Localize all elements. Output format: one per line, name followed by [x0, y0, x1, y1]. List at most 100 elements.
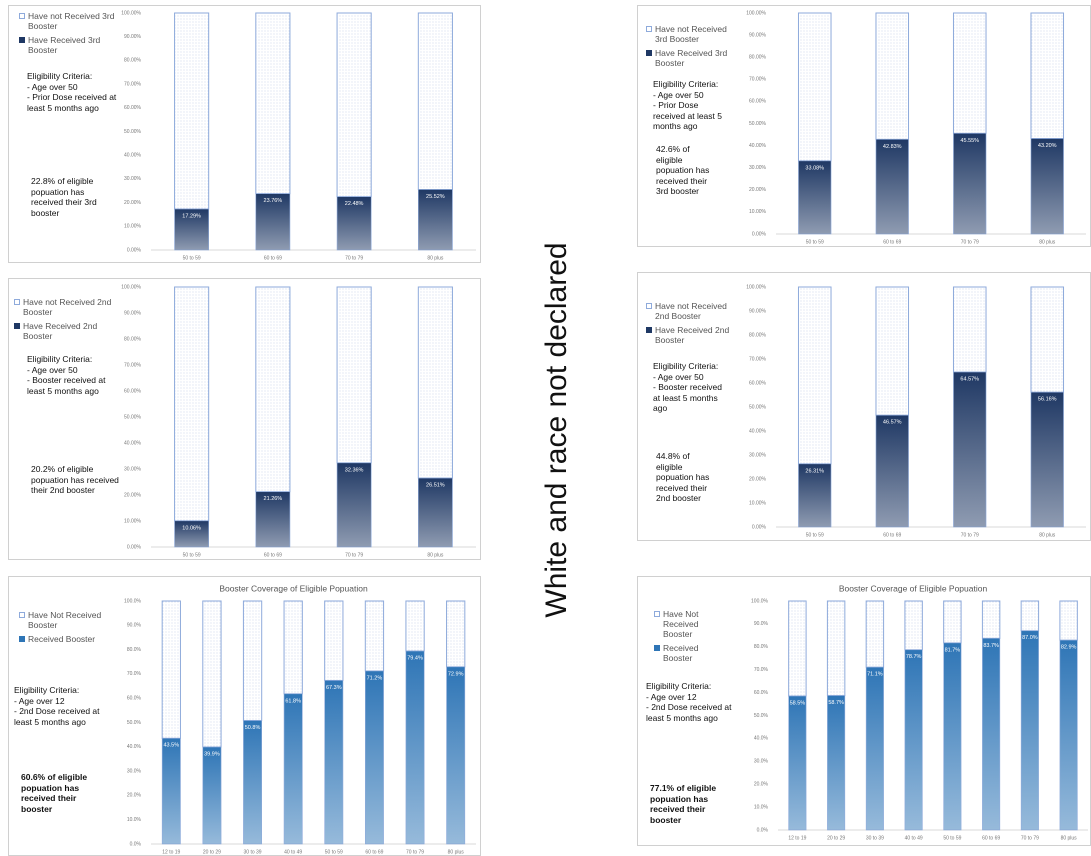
value-label: 67.3%	[326, 685, 342, 691]
y-tick-label: 40.00%	[749, 143, 767, 149]
summary-note: 60.6% of eligible popuation has received…	[21, 772, 88, 814]
x-tick-label: 12 to 19	[788, 835, 806, 841]
y-tick-label: 90.00%	[749, 32, 767, 38]
remainder-bar	[255, 286, 291, 493]
y-tick-label: 60.00%	[124, 105, 142, 111]
criteria-note: Eligibility Criteria: - Age over 50 - Pr…	[653, 79, 722, 131]
value-label: 71.2%	[367, 675, 383, 681]
y-tick-label: 30.0%	[127, 768, 142, 774]
legend: Have not Received 2nd Booster Have Receiv…	[14, 297, 124, 345]
chart: Booster Coverage of Eligible Popuation 0.…	[751, 583, 1088, 841]
remainder-bar	[446, 600, 466, 668]
value-label: 81.7%	[945, 647, 961, 653]
x-tick-label: 80 plus	[1039, 239, 1056, 245]
bar	[418, 477, 453, 548]
value-label: 61.8%	[285, 698, 301, 704]
x-tick-label: 50 to 59	[806, 532, 824, 538]
x-tick-label: 80 plus	[448, 849, 465, 855]
x-tick-label: 20 to 29	[827, 835, 845, 841]
y-tick-label: 50.00%	[124, 414, 142, 420]
y-tick-label: 0.00%	[127, 247, 142, 253]
chart: 0.00% 10.00% 20.00% 30.00% 40.00% 50.00% 60.00…	[746, 10, 1086, 245]
y-tick-label: 60.00%	[749, 380, 767, 386]
value-label: 50.8%	[245, 725, 261, 731]
value-label: 33.08%	[805, 165, 824, 171]
y-tick-label: 60.0%	[127, 696, 142, 702]
value-label: 22.48%	[345, 201, 364, 207]
x-tick-label: 30 to 39	[866, 835, 884, 841]
remainder-bar	[981, 600, 1001, 639]
value-label: 58.7%	[828, 700, 844, 706]
legend-swatch	[14, 323, 20, 329]
bar	[336, 462, 372, 548]
legend-swatch	[19, 612, 25, 618]
remainder-bar	[943, 600, 962, 644]
remainder-bar	[336, 12, 372, 198]
remainder-bar	[417, 12, 453, 191]
value-label: 46.57%	[883, 420, 902, 426]
x-tick-label: 50 to 59	[943, 835, 961, 841]
legend-label: Have Not Received Booster	[28, 610, 102, 630]
bar	[336, 196, 372, 251]
criteria-note: Eligibility Criteria: - Age over 50 - Bo…	[653, 361, 722, 413]
chart-panel: 0.00% 10.00% 20.00% 30.00% 40.00% 50.00% 60.00…	[8, 5, 481, 263]
legend-swatch	[654, 645, 660, 651]
y-tick-label: 100.00%	[746, 10, 766, 16]
x-tick-label: 60 to 69	[883, 532, 901, 538]
x-tick-label: 70 to 79	[961, 239, 979, 245]
bar	[1030, 138, 1064, 235]
x-tick-label: 50 to 59	[325, 849, 343, 855]
legend-swatch	[654, 611, 660, 617]
y-tick-label: 70.00%	[124, 81, 142, 87]
y-tick-label: 0.00%	[752, 524, 767, 530]
bar	[827, 695, 846, 831]
bar	[283, 693, 303, 845]
chart-title: Booster Coverage of Eligible Popuation	[839, 583, 988, 593]
remainder-bar	[336, 286, 372, 464]
y-tick-label: 40.00%	[124, 440, 142, 446]
x-tick-label: 70 to 79	[345, 552, 363, 558]
legend-swatch	[646, 303, 652, 309]
remainder-bar	[875, 12, 910, 140]
legend-swatch	[19, 636, 25, 642]
remainder-bar	[1059, 600, 1078, 641]
value-label: 23.76%	[264, 198, 283, 204]
remainder-bar	[364, 600, 385, 672]
y-tick-label: 20.00%	[749, 187, 767, 193]
legend-item: Received Booster	[19, 634, 119, 644]
y-tick-label: 20.00%	[124, 200, 142, 206]
y-tick-label: 40.00%	[749, 428, 767, 434]
legend-label: Have Received 3rd Booster	[655, 48, 728, 68]
x-tick-label: 60 to 69	[365, 849, 383, 855]
remainder-bar	[174, 286, 210, 522]
y-tick-label: 30.0%	[754, 759, 769, 765]
bar	[255, 491, 291, 548]
y-tick-label: 90.00%	[749, 308, 767, 314]
value-label: 10.06%	[182, 525, 201, 531]
legend-item: Have Received 2nd Booster	[646, 325, 736, 345]
legend-swatch	[646, 327, 652, 333]
legend-item: Have Received 2nd Booster	[14, 321, 124, 341]
y-tick-label: 100.0%	[124, 598, 142, 604]
legend-label: Have not Received 3rd Booster	[28, 11, 115, 31]
x-tick-label: 50 to 59	[183, 552, 201, 558]
bar	[982, 638, 1001, 831]
y-tick-label: 0.0%	[130, 841, 142, 847]
y-tick-label: 0.00%	[752, 231, 767, 237]
bar	[953, 371, 987, 528]
remainder-bar	[202, 600, 222, 748]
value-label: 79.4%	[407, 656, 423, 662]
x-tick-label: 80 plus	[1061, 835, 1078, 841]
y-tick-label: 50.00%	[749, 404, 767, 410]
x-tick-label: 40 to 49	[284, 849, 302, 855]
y-tick-label: 30.00%	[749, 165, 767, 171]
legend-item: Have Received 3rd Booster	[19, 35, 129, 55]
legend-swatch	[646, 50, 652, 56]
x-tick-label: 60 to 69	[982, 835, 1000, 841]
legend: Have Not Received Booster Received Booste…	[654, 609, 724, 667]
criteria-note: Eligibility Criteria: - Age over 50 - Bo…	[27, 354, 106, 396]
x-tick-label: 20 to 29	[203, 849, 221, 855]
legend-swatch	[646, 26, 652, 32]
legend-item: Have Received 3rd Booster	[646, 48, 736, 68]
bar	[943, 642, 962, 831]
